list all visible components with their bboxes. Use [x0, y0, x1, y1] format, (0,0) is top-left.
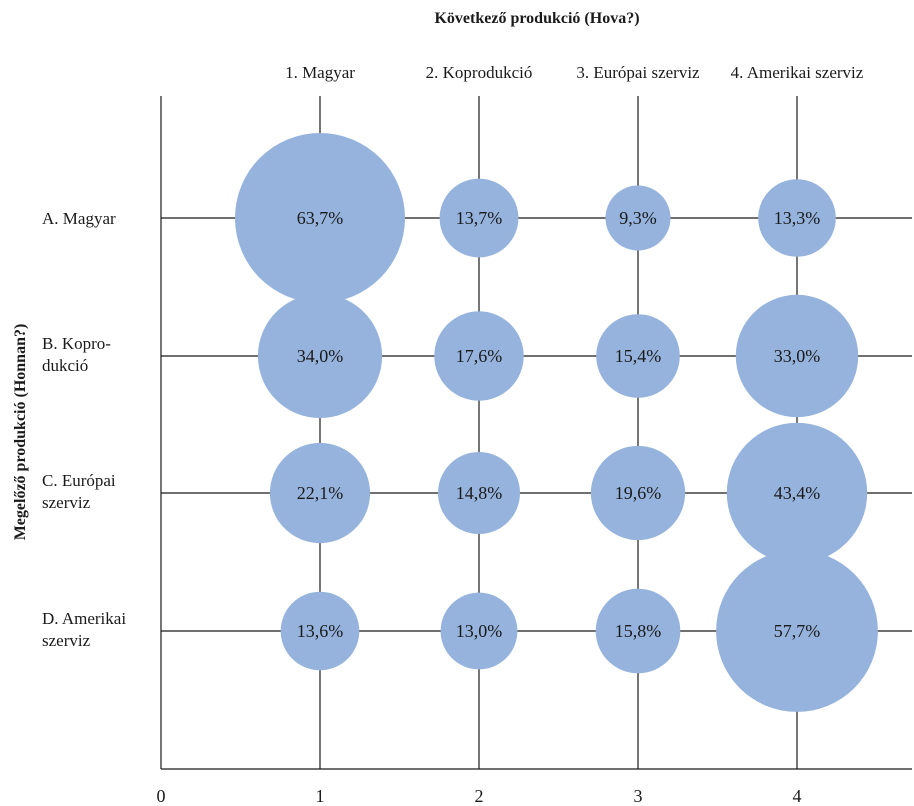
row-label: dukció: [42, 356, 88, 375]
row-label: D. Amerikai: [42, 609, 126, 628]
data-label: 19,6%: [615, 483, 662, 503]
data-label: 15,8%: [615, 621, 662, 641]
bubble: [438, 452, 520, 534]
column-header: 2. Koprodukció: [426, 63, 533, 82]
bubble: [439, 178, 519, 258]
data-label: 13,6%: [297, 621, 344, 641]
bubble: [758, 179, 836, 257]
bubble: [605, 185, 671, 251]
bubble: [595, 588, 681, 674]
labels-layer: 0 1 2 3 4 1. Magyar 2. Koprodukció 3. Európai s…: [42, 63, 864, 806]
x-tick-label: 0: [157, 786, 166, 806]
data-label: 57,7%: [774, 621, 821, 641]
column-header: 4. Amerikai szerviz: [731, 63, 864, 82]
data-label: 34,0%: [297, 346, 344, 366]
row-label: A. Magyar: [42, 209, 116, 228]
bubble: [434, 311, 524, 401]
bubble: [235, 133, 405, 303]
data-label: 43,4%: [774, 483, 821, 503]
bubbles-layer: [235, 133, 878, 712]
bubble: [280, 591, 360, 671]
data-label: 63,7%: [297, 208, 344, 228]
data-label: 13,7%: [456, 208, 503, 228]
bubble: [716, 550, 878, 712]
bubble: [735, 294, 859, 418]
y-axis-label: Megelőző produkció (Honnan?): [12, 324, 29, 541]
bubble: [596, 314, 680, 398]
bubble: [257, 293, 383, 419]
column-header: 3. Európai szerviz: [576, 63, 700, 82]
data-label: 13,0%: [456, 621, 503, 641]
bubble: [726, 422, 868, 564]
chart-title: Következő produkció (Hova?): [434, 10, 639, 27]
data-label: 15,4%: [615, 346, 662, 366]
data-label: 33,0%: [774, 346, 821, 366]
data-label: 22,1%: [297, 483, 344, 503]
data-label: 9,3%: [619, 208, 657, 228]
x-tick-label: 4: [793, 786, 802, 806]
data-label: 13,3%: [774, 208, 821, 228]
x-tick-label: 2: [475, 786, 484, 806]
data-label: 14,8%: [456, 483, 503, 503]
bubble: [440, 592, 518, 670]
x-tick-label: 1: [316, 786, 325, 806]
row-label: szerviz: [42, 493, 91, 512]
data-label: 17,6%: [456, 346, 503, 366]
row-label: B. Kopro-: [42, 334, 111, 353]
column-header: 1. Magyar: [285, 63, 355, 82]
row-label: szerviz: [42, 631, 91, 650]
row-label: C. Európai: [42, 471, 116, 490]
x-tick-label: 3: [634, 786, 643, 806]
bubble: [590, 445, 686, 541]
bubble: [269, 442, 371, 544]
